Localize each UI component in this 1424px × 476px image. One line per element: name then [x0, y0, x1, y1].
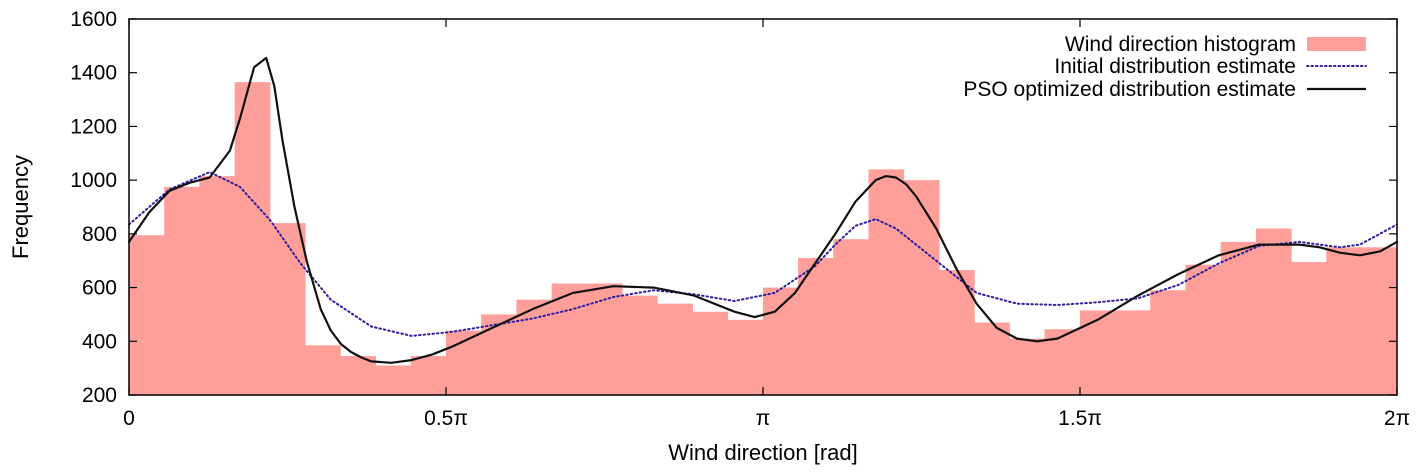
x-tick-label: 2π: [1384, 407, 1410, 430]
histogram-bar: [1220, 241, 1257, 395]
legend-label-initial: Initial distribution estimate: [1054, 55, 1296, 78]
histogram-bar: [1185, 264, 1222, 395]
histogram-bar: [903, 180, 940, 395]
histogram-bar: [481, 314, 517, 395]
y-tick-label: 1600: [70, 8, 117, 31]
histogram-bar: [1291, 262, 1327, 395]
histogram-bar: [551, 283, 588, 395]
histogram-bar: [622, 295, 658, 395]
histogram-bar: [974, 322, 1010, 395]
histogram-bars: [129, 82, 1398, 395]
histogram-bar: [340, 356, 377, 395]
y-tick-label: 600: [82, 277, 117, 300]
histogram-bar: [657, 303, 693, 395]
initial-estimate-line: [128, 171, 1398, 337]
histogram-bar: [234, 82, 271, 395]
histogram-bar: [1326, 247, 1363, 395]
histogram-bar: [164, 186, 200, 395]
y-tick-label: 800: [82, 223, 117, 246]
y-axis-ticks: 200 400 600 800 1000 1200 1400 1600: [70, 8, 1397, 407]
x-axis-ticks: 0 0.5π π 1.5π 2π: [123, 19, 1410, 430]
histogram-bar: [1255, 228, 1292, 395]
x-tick-label: 0.5π: [424, 407, 468, 430]
legend-label-histogram: Wind direction histogram: [1065, 33, 1296, 56]
histogram-bar: [762, 287, 799, 395]
x-tick-label: 0: [123, 407, 135, 430]
histogram-bar: [1009, 338, 1046, 395]
x-tick-label: π: [756, 407, 771, 430]
y-tick-label: 1200: [70, 115, 117, 138]
histogram-bar: [305, 345, 341, 395]
histogram-bar: [516, 299, 553, 395]
histogram-bar: [375, 365, 412, 395]
histogram-bar: [727, 319, 764, 395]
series-lines: [127, 56, 1399, 364]
histogram-bar: [1361, 247, 1398, 395]
histogram-bar: [269, 223, 306, 395]
y-tick-label: 200: [82, 384, 117, 407]
x-tick-label: 1.5π: [1058, 407, 1102, 430]
legend-label-pso: PSO optimized distribution estimate: [963, 78, 1296, 101]
histogram-bar: [586, 283, 623, 395]
y-tick-label: 1400: [70, 62, 117, 85]
histogram-bar: [129, 235, 165, 395]
histogram-bar: [938, 270, 975, 395]
y-tick-label: 1000: [70, 169, 117, 192]
y-tick-label: 400: [82, 330, 117, 353]
histogram-bar: [1079, 310, 1116, 395]
histogram-bar: [1150, 290, 1186, 395]
histogram-bar: [692, 311, 729, 395]
histogram-bar: [833, 239, 870, 395]
histogram-bar: [410, 356, 447, 395]
histogram-bar: [1115, 310, 1151, 395]
x-axis-label: Wind direction [rad]: [668, 440, 858, 465]
legend: Wind direction histogram Initial distrib…: [963, 33, 1367, 101]
histogram-bar: [199, 176, 236, 395]
histogram-bar: [868, 169, 905, 395]
legend-swatch-histogram: [1307, 37, 1366, 51]
pso-estimate-line: [127, 56, 1399, 364]
y-axis-label: Frequency: [8, 155, 33, 259]
